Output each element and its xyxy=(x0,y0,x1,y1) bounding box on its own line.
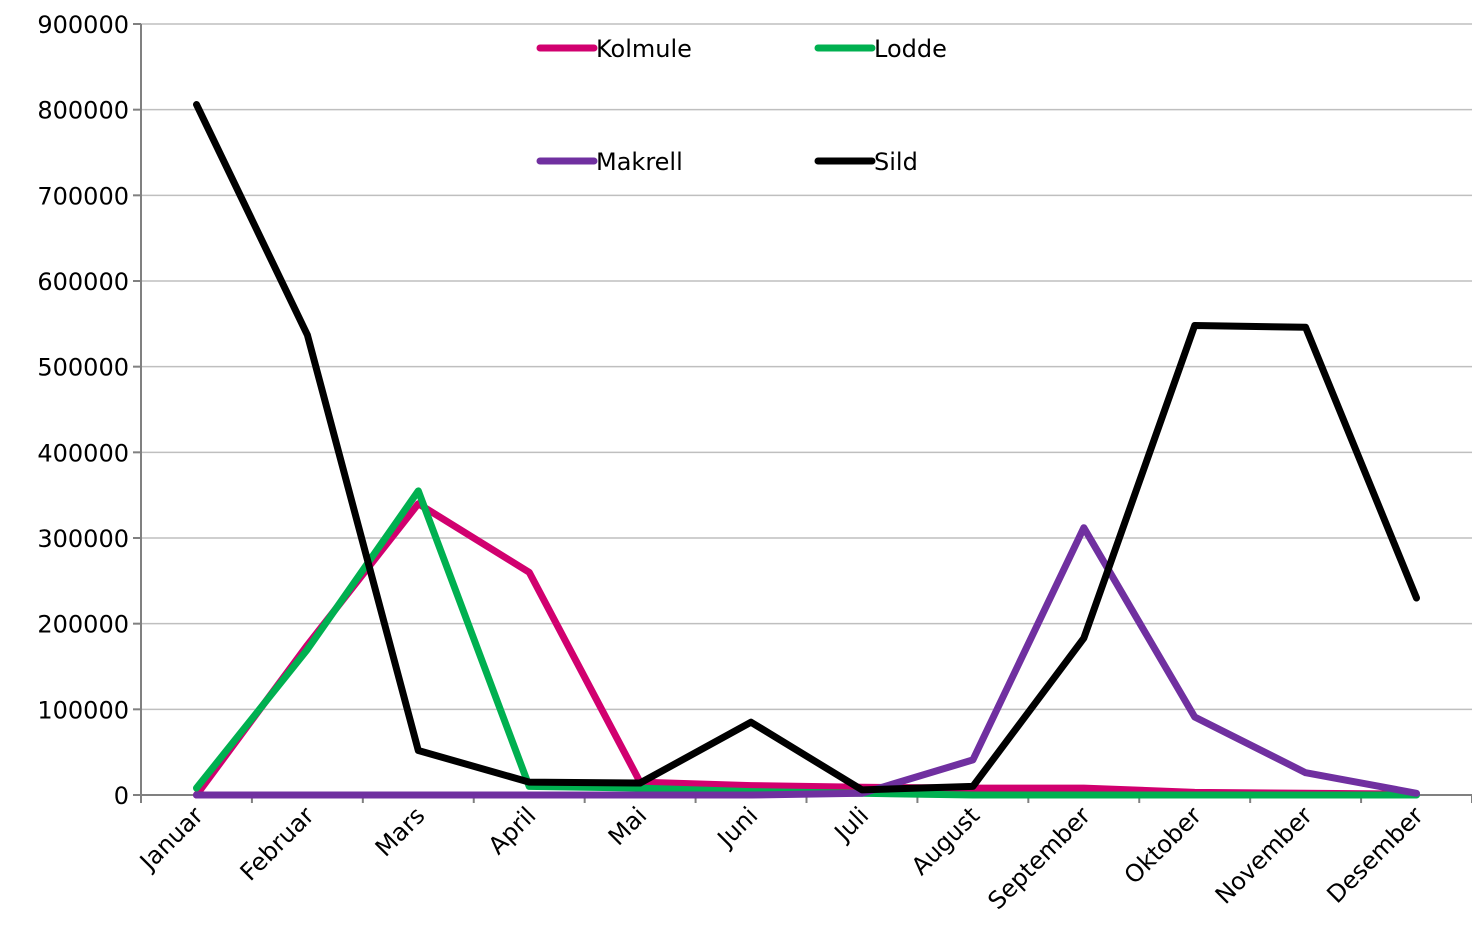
y-tick-label: 800000 xyxy=(37,97,129,125)
y-tick-label: 400000 xyxy=(37,439,129,467)
y-tick-label: 300000 xyxy=(37,525,129,553)
series-lines xyxy=(193,101,1420,799)
legend-label: Kolmule xyxy=(596,35,692,63)
y-tick-label: 0 xyxy=(114,782,129,810)
legend-item-makrell: Makrell xyxy=(536,148,683,176)
y-tick-label: 100000 xyxy=(37,696,129,724)
y-tick-label: 500000 xyxy=(37,354,129,382)
y-tick-label: 600000 xyxy=(37,268,129,296)
series-line-sild xyxy=(193,101,1420,794)
legend-label: Lodde xyxy=(874,35,947,63)
x-tick-label: Mai xyxy=(603,801,653,851)
legend-label: Sild xyxy=(874,148,918,176)
series-line-lodde xyxy=(193,487,1420,799)
y-tick-label: 900000 xyxy=(37,11,129,39)
x-tick-label: September xyxy=(982,801,1096,915)
x-tick-label: Juni xyxy=(711,801,763,853)
x-tick-label: Juli xyxy=(828,801,874,847)
y-axis-ticks: 0 100000 200000 300000 400000 500000 600000 700… xyxy=(37,11,141,810)
series-line-makrell xyxy=(193,524,1420,799)
legend-item-sild: Sild xyxy=(814,148,918,176)
legend-item-kolmule: Kolmule xyxy=(536,35,692,63)
legend: Kolmule Lodde Makrell Sild xyxy=(536,35,947,176)
y-tick-label: 700000 xyxy=(37,182,129,210)
axes xyxy=(140,24,1472,796)
x-tick-label: Mars xyxy=(370,801,431,862)
x-tick-label: Desember xyxy=(1321,801,1428,908)
x-tick-label: August xyxy=(906,801,985,880)
legend-label: Makrell xyxy=(596,148,683,176)
x-tick-label: November xyxy=(1210,801,1318,909)
legend-item-lodde: Lodde xyxy=(814,35,947,63)
x-tick-label: April xyxy=(483,801,542,860)
y-tick-label: 200000 xyxy=(37,611,129,639)
x-tick-label: Januar xyxy=(133,801,209,877)
x-axis-ticks: Januar Februar Mars April Mai Juni Juli AugustS… xyxy=(133,795,1472,915)
x-tick-label: Februar xyxy=(235,801,320,886)
x-tick-label: Oktober xyxy=(1119,801,1207,889)
